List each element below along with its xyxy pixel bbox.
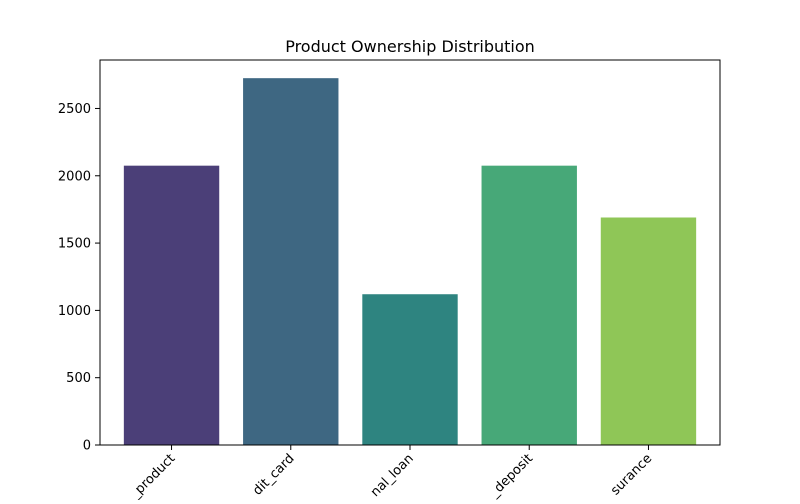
plot-frame bbox=[99, 59, 721, 446]
y-tick-label: 2000 bbox=[58, 169, 91, 184]
x-tick-label: nal_loan bbox=[368, 451, 417, 500]
bar-loan_product bbox=[123, 165, 220, 445]
x-tick-label: surance bbox=[608, 451, 655, 498]
bar-fixed_deposit bbox=[481, 165, 577, 445]
plot-area bbox=[123, 78, 697, 445]
bar-insurance bbox=[600, 217, 697, 445]
x-tick-label: _deposit bbox=[486, 451, 536, 500]
y-tick-label: 1500 bbox=[58, 237, 91, 252]
y-axis: 0 500 1000 1500 2000 2500 bbox=[58, 102, 100, 454]
y-tick-label: 2500 bbox=[58, 102, 91, 117]
y-tick-label: 500 bbox=[66, 371, 91, 386]
bar-personal_loan bbox=[362, 294, 458, 445]
bar-credit_card bbox=[243, 78, 339, 445]
y-tick-label: 1000 bbox=[58, 304, 91, 319]
x-axis: _product dit_card nal_loan _deposit surance bbox=[127, 445, 655, 502]
x-tick-label: _product bbox=[127, 451, 178, 500]
chart-title: Product Ownership Distribution bbox=[285, 37, 535, 56]
x-tick-label: dit_card bbox=[250, 451, 297, 498]
y-tick-label: 0 bbox=[83, 439, 91, 454]
